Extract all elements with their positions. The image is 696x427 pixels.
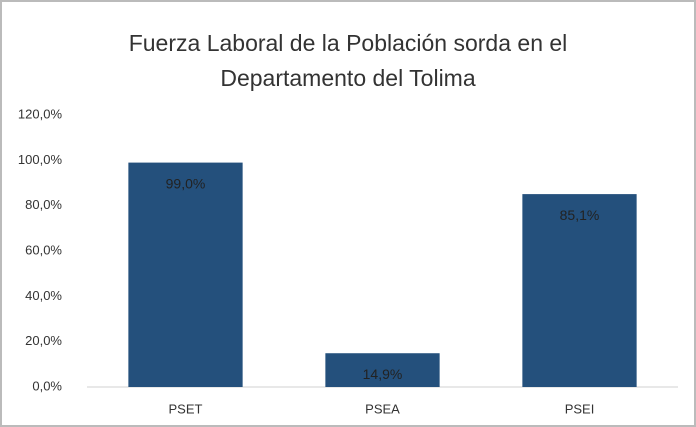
x-tick-label: PSET: [169, 401, 203, 416]
y-tick-label: 80,0%: [25, 197, 62, 212]
bar: [325, 353, 440, 387]
data-label: 99,0%: [166, 175, 206, 191]
x-tick-label: PSEI: [565, 401, 595, 416]
y-tick-label: 40,0%: [25, 288, 62, 303]
y-tick-label: 60,0%: [25, 242, 62, 257]
y-tick-label: 20,0%: [25, 333, 62, 348]
y-tick-label: 100,0%: [18, 152, 63, 167]
x-tick-label: PSEA: [365, 401, 400, 416]
bar: [522, 194, 637, 387]
data-label: 14,9%: [363, 366, 403, 382]
y-tick-label: 0,0%: [32, 378, 62, 393]
bar: [128, 162, 243, 387]
data-label: 85,1%: [560, 207, 600, 223]
chart-title: Fuerza Laboral de la Población sorda en …: [128, 30, 568, 91]
y-tick-label: 120,0%: [18, 106, 63, 121]
